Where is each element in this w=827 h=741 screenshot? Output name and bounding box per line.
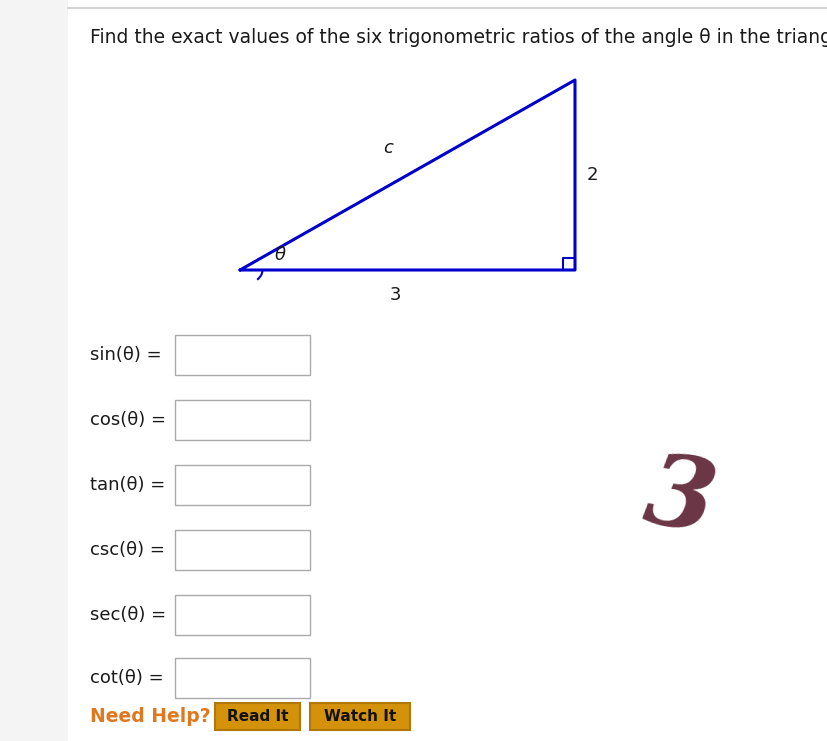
Text: Need Help?: Need Help? <box>90 706 210 725</box>
Text: 3: 3 <box>637 446 722 554</box>
Text: sin(θ) =: sin(θ) = <box>90 346 161 364</box>
FancyBboxPatch shape <box>215 703 299 730</box>
FancyBboxPatch shape <box>174 400 309 440</box>
FancyBboxPatch shape <box>174 465 309 505</box>
FancyBboxPatch shape <box>68 0 827 741</box>
Text: 2: 2 <box>586 166 597 184</box>
Text: 3: 3 <box>389 286 400 304</box>
Text: cot(θ) =: cot(θ) = <box>90 669 164 687</box>
Text: csc(θ) =: csc(θ) = <box>90 541 165 559</box>
Text: Find the exact values of the six trigonometric ratios of the angle θ in the tria: Find the exact values of the six trigono… <box>90 28 827 47</box>
Text: Read It: Read It <box>227 709 288 724</box>
Text: sec(θ) =: sec(θ) = <box>90 606 166 624</box>
Text: c: c <box>383 139 393 157</box>
FancyBboxPatch shape <box>309 703 409 730</box>
Text: Watch It: Watch It <box>323 709 395 724</box>
FancyBboxPatch shape <box>174 658 309 698</box>
FancyBboxPatch shape <box>174 595 309 635</box>
Text: tan(θ) =: tan(θ) = <box>90 476 165 494</box>
Text: θ: θ <box>275 246 285 264</box>
FancyBboxPatch shape <box>174 335 309 375</box>
FancyBboxPatch shape <box>174 530 309 570</box>
Text: cos(θ) =: cos(θ) = <box>90 411 165 429</box>
